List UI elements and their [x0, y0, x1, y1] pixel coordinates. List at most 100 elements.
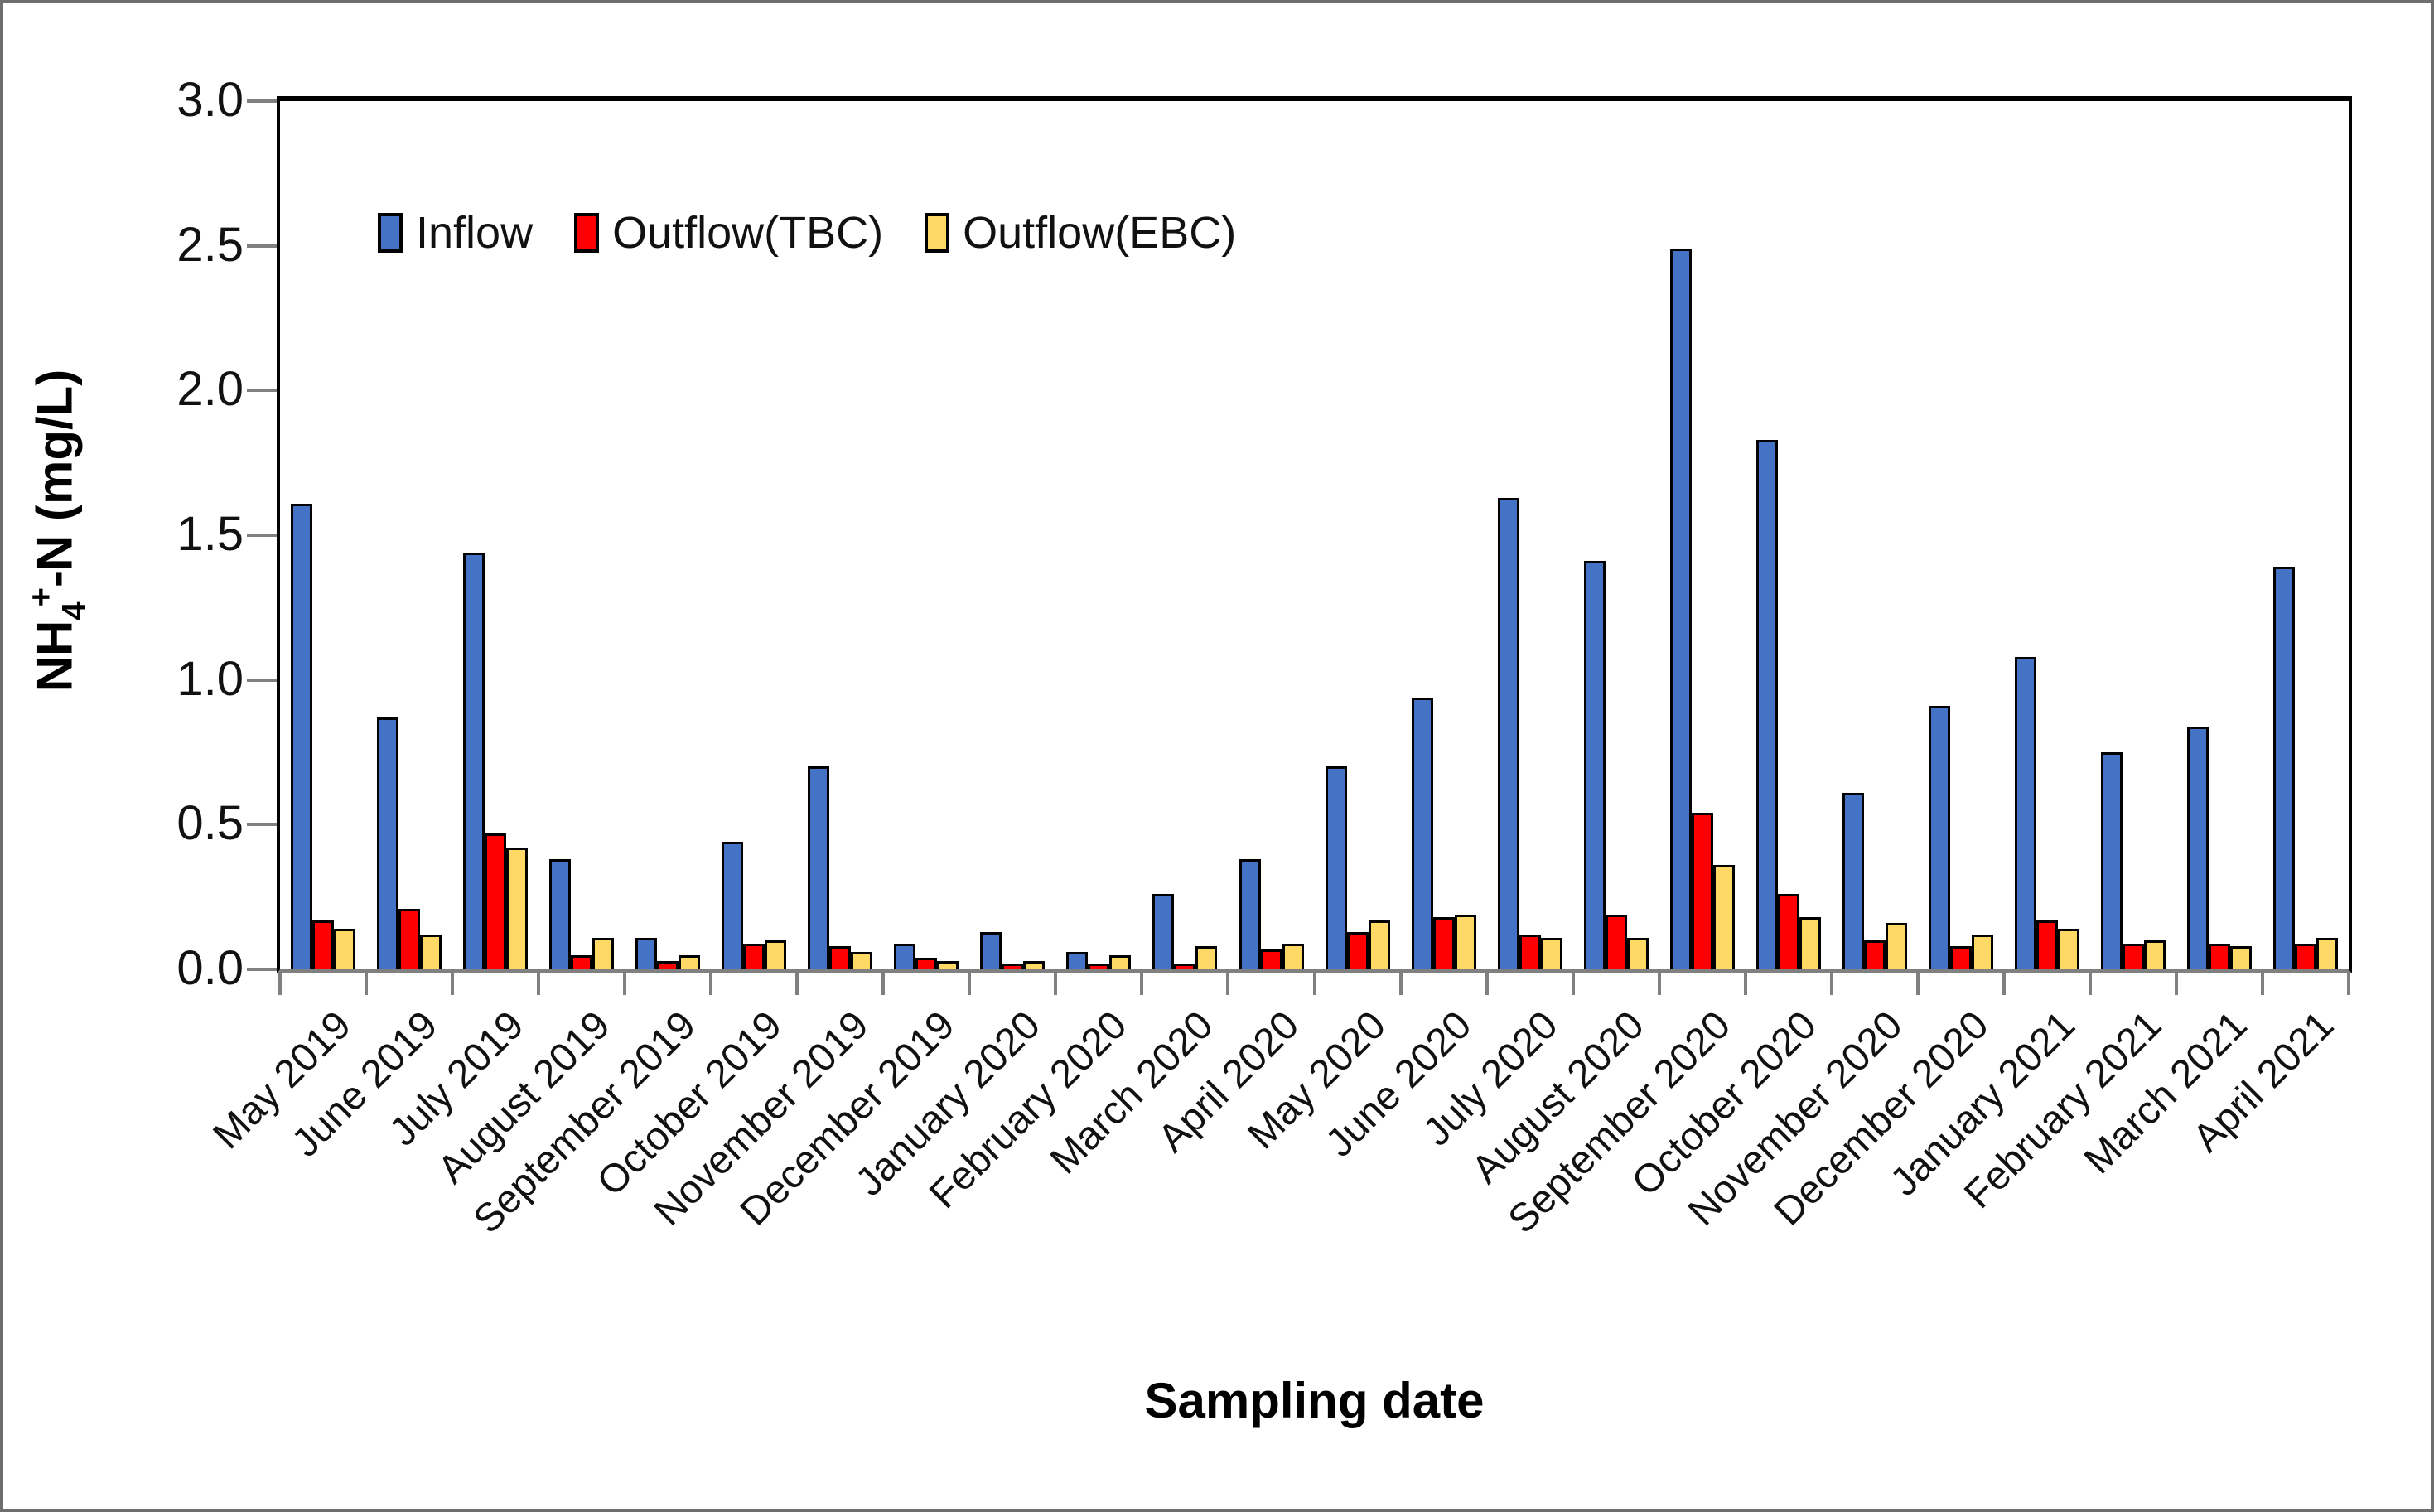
bar-outflow-ebc: [1023, 960, 1046, 969]
y-tick-label: 0.0: [176, 941, 244, 996]
bar-outflow-tbc: [2036, 920, 2058, 969]
bar-inflow: [2101, 752, 2123, 969]
bar-inflow: [1755, 439, 1778, 969]
bar-outflow-ebc: [937, 960, 959, 969]
bar-inflow: [2187, 726, 2209, 969]
bar-outflow-tbc: [1519, 935, 1541, 969]
bar-outflow-tbc: [743, 943, 765, 969]
bar-group-october-2020: [1746, 101, 1832, 969]
bar-outflow-ebc: [2230, 946, 2253, 969]
legend: Inflow Outflow(TBC) Outflow(EBC): [378, 207, 1236, 258]
y-tick-mark: [247, 99, 277, 103]
bar-outflow-tbc: [1949, 946, 1972, 969]
bar-outflow-ebc: [1109, 954, 1132, 969]
bar-outflow-tbc: [1088, 964, 1110, 969]
y-tick-mark: [247, 968, 277, 971]
bar-outflow-ebc: [2057, 929, 2079, 969]
bar-outflow-tbc: [657, 960, 679, 969]
bar-inflow: [894, 943, 916, 969]
bar-inflow: [1239, 859, 1261, 969]
y-tick-label: 2.0: [176, 362, 244, 417]
legend-label: Outflow(TBC): [612, 208, 884, 258]
bar-outflow-ebc: [1712, 865, 1735, 969]
bar-outflow-ebc: [1282, 943, 1304, 969]
bar-inflow: [722, 842, 744, 969]
bar-inflow: [377, 717, 399, 969]
x-axis-title: Sampling date: [1144, 1373, 1485, 1428]
bar-outflow-tbc: [915, 958, 938, 969]
bar-inflow: [2273, 567, 2296, 969]
y-tick-label: 2.5: [176, 217, 244, 272]
bar-group-december-2020: [1918, 101, 2004, 969]
x-tick-mark: [1657, 973, 1661, 995]
x-tick-mark: [1312, 973, 1316, 995]
bar-outflow-tbc: [1432, 917, 1455, 969]
y-tick-mark: [247, 389, 277, 393]
x-tick-mark: [2347, 973, 2350, 995]
bar-outflow-tbc: [1691, 813, 1713, 969]
y-title-subscript: 4: [56, 601, 93, 621]
bar-group-april-2021: [2263, 101, 2349, 969]
x-tick-mark: [365, 973, 369, 995]
bar-group-march-2020: [1142, 101, 1228, 969]
x-tick-mark: [1226, 973, 1230, 995]
bar-inflow: [1325, 766, 1347, 969]
bar-outflow-tbc: [398, 908, 421, 969]
bar-group-september-2019: [625, 101, 711, 969]
bar-outflow-ebc: [1454, 914, 1476, 969]
bar-outflow-ebc: [2144, 940, 2166, 969]
x-tick-mark: [2260, 973, 2264, 995]
bar-group-january-2021: [2004, 101, 2090, 969]
bar-outflow-ebc: [765, 940, 787, 969]
x-tick-mark: [278, 973, 282, 995]
x-tick-mark: [709, 973, 713, 995]
x-tick-mark: [1915, 973, 1920, 995]
x-tick-mark: [451, 973, 455, 995]
bar-inflow: [1928, 706, 1950, 969]
bar-outflow-tbc: [1346, 931, 1369, 969]
bar-outflow-ebc: [1971, 935, 1993, 969]
bar-group-august-2020: [1573, 101, 1659, 969]
y-tick-mark: [247, 534, 277, 537]
x-tick-mark: [881, 973, 886, 995]
bar-outflow-ebc: [592, 937, 615, 969]
legend-item-inflow: Inflow: [378, 207, 533, 258]
bar-inflow: [1583, 561, 1606, 969]
legend-swatch-icon: [574, 213, 600, 253]
bar-inflow: [1152, 894, 1175, 969]
legend-label: Outflow(EBC): [963, 208, 1237, 258]
bar-group-february-2021: [2090, 101, 2176, 969]
x-tick-mark: [1485, 973, 1489, 995]
bar-group-may-2019: [280, 101, 366, 969]
x-tick-mark: [1829, 973, 1833, 995]
legend-swatch-icon: [925, 213, 950, 253]
y-tick-label: 1.5: [176, 507, 244, 562]
bar-inflow: [1497, 497, 1519, 969]
bar-outflow-ebc: [1195, 946, 1218, 969]
bar-group-january-2020: [969, 101, 1055, 969]
legend-swatch-icon: [378, 213, 403, 253]
bar-inflow: [635, 937, 658, 969]
bar-group-june-2019: [366, 101, 452, 969]
bar-inflow: [1842, 792, 1864, 969]
y-title-suffix: -N (mg/L): [27, 369, 83, 587]
bar-outflow-ebc: [334, 929, 356, 969]
bar-group-november-2020: [1832, 101, 1918, 969]
bar-outflow-tbc: [1174, 964, 1196, 969]
bar-group-november-2019: [797, 101, 883, 969]
y-title-prefix: NH: [27, 620, 83, 692]
bar-outflow-tbc: [571, 954, 593, 969]
x-tick-mark: [2174, 973, 2178, 995]
bar-inflow: [291, 503, 313, 969]
legend-item-outflow-ebc: Outflow(EBC): [925, 207, 1236, 258]
bar-group-august-2019: [538, 101, 625, 969]
bar-outflow-ebc: [679, 954, 701, 969]
bar-outflow-ebc: [1540, 937, 1562, 969]
bar-outflow-ebc: [1368, 920, 1390, 969]
bar-group-april-2020: [1229, 101, 1315, 969]
x-tick-mark: [1571, 973, 1575, 995]
bar-outflow-ebc: [1799, 917, 1821, 969]
bar-group-may-2020: [1315, 101, 1401, 969]
y-tick-label: 3.0: [176, 73, 244, 128]
